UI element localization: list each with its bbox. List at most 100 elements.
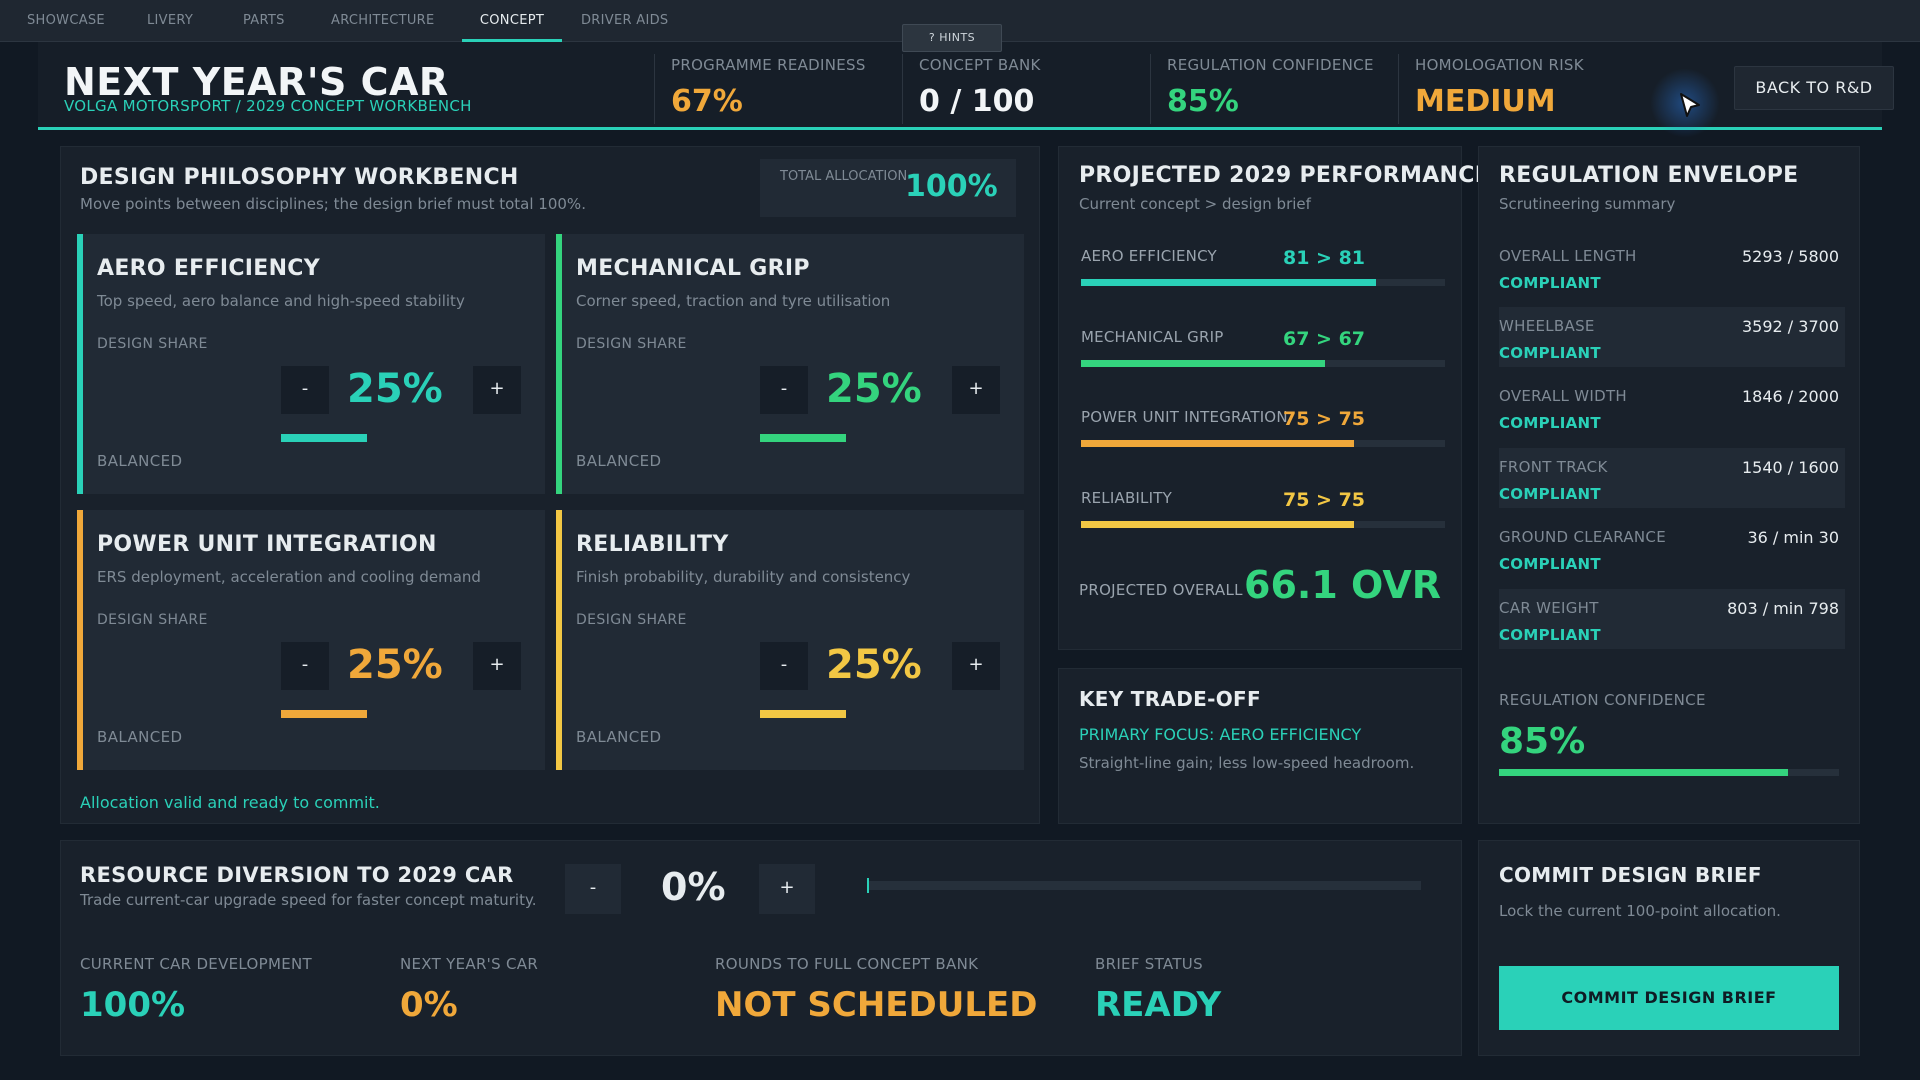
diversion-decrease-button[interactable]: - — [565, 864, 621, 914]
stat-value: 0% — [400, 985, 458, 1025]
grip-decrease-button[interactable]: - — [760, 366, 808, 414]
allocation-validation-message: Allocation valid and ready to commit. — [80, 793, 380, 812]
tab-parts[interactable]: PARTS — [243, 13, 285, 28]
key-tradeoff-panel: KEY TRADE-OFF PRIMARY FOCUS: AERO EFFICI… — [1058, 668, 1462, 824]
diversion-slider-handle[interactable] — [867, 878, 869, 893]
regulation-value: 5293 / 5800 — [1742, 247, 1839, 266]
stat-rounds-to-full-bank: ROUNDS TO FULL CONCEPT BANK NOT SCHEDULE… — [715, 955, 1037, 1025]
aero-increase-button[interactable]: + — [473, 366, 521, 414]
card-accent-stripe — [556, 510, 562, 770]
performance-row: MECHANICAL GRIP 67 > 67 — [1081, 328, 1445, 388]
design-share-label: DESIGN SHARE — [97, 336, 208, 352]
tradeoff-focus: PRIMARY FOCUS: AERO EFFICIENCY — [1079, 725, 1362, 744]
performance-value: 75 > 75 — [1283, 489, 1366, 511]
regulation-row: OVERALL LENGTH 5293 / 5800 COMPLIANT — [1499, 237, 1845, 297]
card-status: BALANCED — [576, 728, 662, 746]
workbench-title: DESIGN PHILOSOPHY WORKBENCH — [80, 165, 519, 190]
projected-performance-panel: PROJECTED 2029 PERFORMANCE Current conce… — [1058, 146, 1490, 650]
design-share-bar — [760, 710, 846, 718]
stat-brief-status: BRIEF STATUS READY — [1095, 955, 1221, 1025]
regulation-title: REGULATION ENVELOPE — [1499, 163, 1799, 188]
design-share-value: 25% — [826, 642, 922, 688]
total-allocation-value: 100% — [905, 169, 998, 204]
regulation-row: CAR WEIGHT 803 / min 798 COMPLIANT — [1499, 589, 1845, 649]
card-title: MECHANICAL GRIP — [576, 256, 810, 281]
stat-value: 85% — [1167, 84, 1239, 119]
page-title: NEXT YEAR'S CAR — [64, 60, 449, 104]
power-unit-decrease-button[interactable]: - — [281, 642, 329, 690]
design-share-bar — [281, 710, 367, 718]
diversion-title: RESOURCE DIVERSION TO 2029 CAR — [80, 863, 514, 887]
stat-label: NEXT YEAR'S CAR — [400, 955, 539, 973]
regulation-label: OVERALL LENGTH — [1499, 247, 1637, 265]
hints-button[interactable]: ? HINTS — [902, 24, 1002, 52]
regulation-confidence-fill — [1499, 769, 1788, 776]
regulation-row: GROUND CLEARANCE 36 / min 30 COMPLIANT — [1499, 518, 1845, 578]
performance-subtitle: Current concept > design brief — [1079, 195, 1311, 213]
projected-overall-label: PROJECTED OVERALL — [1079, 581, 1243, 599]
compliance-status: COMPLIANT — [1499, 485, 1601, 503]
tradeoff-title: KEY TRADE-OFF — [1079, 687, 1261, 711]
stat-programme-readiness: PROGRAMME READINESS 67% — [654, 54, 894, 124]
reliability-decrease-button[interactable]: - — [760, 642, 808, 690]
design-share-bar — [760, 434, 846, 442]
tab-livery[interactable]: LIVERY — [147, 13, 194, 28]
diversion-slider[interactable] — [867, 878, 1421, 893]
regulation-confidence-label: REGULATION CONFIDENCE — [1499, 691, 1706, 709]
diversion-increase-button[interactable]: + — [759, 864, 815, 914]
stat-current-car-development: CURRENT CAR DEVELOPMENT 100% — [80, 955, 312, 1025]
total-allocation-box: TOTAL ALLOCATION 100% — [760, 159, 1016, 217]
diversion-value: 0% — [661, 865, 726, 909]
card-description: Corner speed, traction and tyre utilisat… — [576, 292, 891, 310]
tab-architecture[interactable]: ARCHITECTURE — [331, 13, 435, 28]
performance-track — [1081, 279, 1445, 286]
regulation-value: 803 / min 798 — [1727, 599, 1839, 618]
performance-label: AERO EFFICIENCY — [1081, 247, 1217, 265]
regulation-confidence-value: 85% — [1499, 721, 1586, 762]
diversion-subtitle: Trade current-car upgrade speed for fast… — [80, 891, 537, 909]
grip-increase-button[interactable]: + — [952, 366, 1000, 414]
card-aero-efficiency: AERO EFFICIENCY Top speed, aero balance … — [77, 234, 545, 494]
card-status: BALANCED — [97, 452, 183, 470]
stat-label: ROUNDS TO FULL CONCEPT BANK — [715, 955, 979, 973]
performance-value: 81 > 81 — [1283, 247, 1366, 269]
regulation-label: GROUND CLEARANCE — [1499, 528, 1666, 546]
tab-concept[interactable]: CONCEPT — [462, 0, 562, 42]
design-share-value: 25% — [347, 366, 443, 412]
stat-value: MEDIUM — [1415, 84, 1556, 119]
regulation-value: 1846 / 2000 — [1742, 387, 1839, 406]
stat-label: BRIEF STATUS — [1095, 955, 1203, 973]
card-accent-stripe — [77, 234, 83, 494]
card-mechanical-grip: MECHANICAL GRIP Corner speed, traction a… — [556, 234, 1024, 494]
power-unit-increase-button[interactable]: + — [473, 642, 521, 690]
tab-showcase[interactable]: SHOWCASE — [27, 13, 105, 28]
aero-decrease-button[interactable]: - — [281, 366, 329, 414]
tab-driver-aids[interactable]: DRIVER AIDS — [581, 13, 669, 28]
regulation-label: CAR WEIGHT — [1499, 599, 1599, 617]
card-description: ERS deployment, acceleration and cooling… — [97, 568, 481, 586]
card-description: Top speed, aero balance and high-speed s… — [97, 292, 465, 310]
regulation-label: WHEELBASE — [1499, 317, 1595, 335]
performance-fill — [1081, 279, 1376, 286]
stat-homologation-risk: HOMOLOGATION RISK MEDIUM — [1398, 54, 1638, 124]
stat-label: CONCEPT BANK — [919, 56, 1041, 74]
total-allocation-label: TOTAL ALLOCATION — [780, 169, 908, 184]
performance-value: 75 > 75 — [1283, 408, 1366, 430]
workbench-subtitle: Move points between disciplines; the des… — [80, 195, 586, 213]
card-description: Finish probability, durability and consi… — [576, 568, 911, 586]
commit-description: Lock the current 100-point allocation. — [1499, 902, 1781, 920]
performance-row: AERO EFFICIENCY 81 > 81 — [1081, 247, 1445, 307]
back-to-rnd-button[interactable]: BACK TO R&D — [1734, 66, 1894, 110]
commit-design-brief-button[interactable]: COMMIT DESIGN BRIEF — [1499, 966, 1839, 1030]
card-title: POWER UNIT INTEGRATION — [97, 532, 437, 557]
stat-value: 67% — [671, 84, 743, 119]
mouse-cursor-icon — [1680, 93, 1700, 117]
design-share-value: 25% — [347, 642, 443, 688]
card-status: BALANCED — [576, 452, 662, 470]
stat-value: READY — [1095, 985, 1222, 1025]
card-status: BALANCED — [97, 728, 183, 746]
compliance-status: COMPLIANT — [1499, 626, 1601, 644]
regulation-label: FRONT TRACK — [1499, 458, 1608, 476]
reliability-increase-button[interactable]: + — [952, 642, 1000, 690]
regulation-label: OVERALL WIDTH — [1499, 387, 1627, 405]
